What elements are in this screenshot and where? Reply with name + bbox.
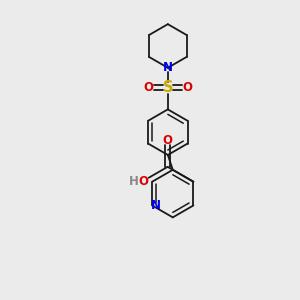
- Text: H: H: [129, 175, 139, 188]
- Text: O: O: [183, 81, 193, 94]
- Text: N: N: [163, 61, 173, 74]
- Text: S: S: [163, 80, 173, 95]
- Text: O: O: [163, 134, 172, 147]
- Text: O: O: [139, 175, 149, 188]
- Text: O: O: [143, 81, 153, 94]
- Text: N: N: [151, 199, 161, 212]
